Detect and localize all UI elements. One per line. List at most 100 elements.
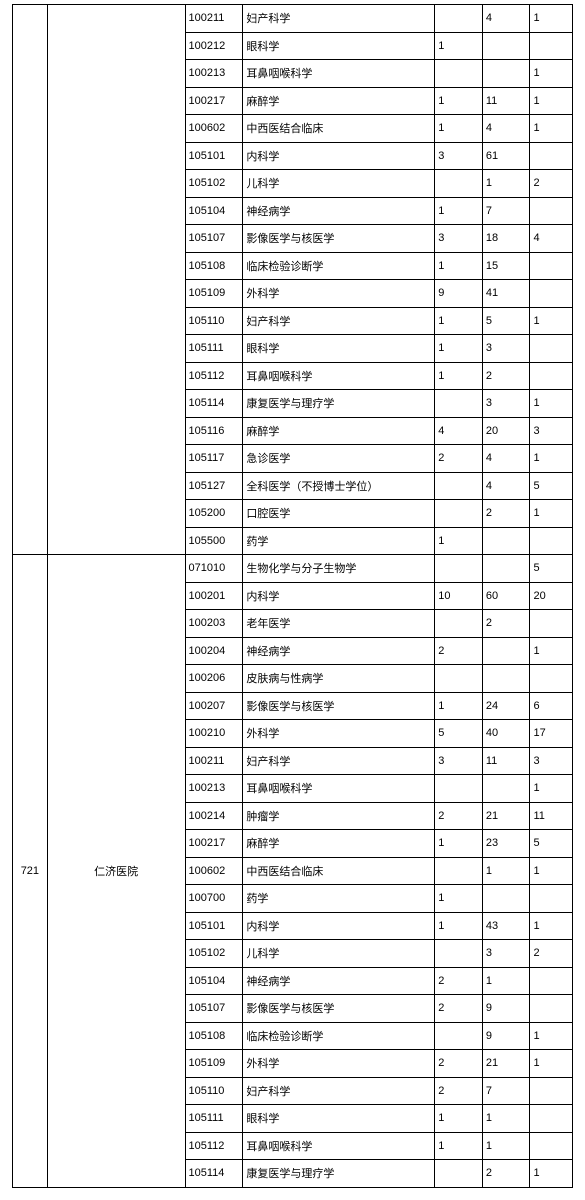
val-c-cell: 1 <box>530 445 573 473</box>
val-a-cell: 1 <box>435 32 483 60</box>
val-b-cell: 9 <box>482 1022 530 1050</box>
val-c-cell <box>530 1077 573 1105</box>
code-cell: 100212 <box>185 32 243 60</box>
hospital-cell <box>47 5 185 555</box>
val-b-cell <box>482 665 530 693</box>
val-a-cell <box>435 170 483 198</box>
val-c-cell <box>530 967 573 995</box>
val-a-cell: 5 <box>435 720 483 748</box>
val-c-cell <box>530 280 573 308</box>
code-cell: 105500 <box>185 527 243 555</box>
val-c-cell: 1 <box>530 857 573 885</box>
name-cell: 康复医学与理疗学 <box>243 1160 435 1188</box>
val-c-cell: 1 <box>530 1050 573 1078</box>
code-cell: 105101 <box>185 912 243 940</box>
val-c-cell: 1 <box>530 5 573 33</box>
val-a-cell: 2 <box>435 1050 483 1078</box>
code-cell: 100213 <box>185 60 243 88</box>
code-cell: 100203 <box>185 610 243 638</box>
name-cell: 儿科学 <box>243 170 435 198</box>
name-cell: 麻醉学 <box>243 417 435 445</box>
name-cell: 影像医学与核医学 <box>243 225 435 253</box>
val-c-cell: 6 <box>530 692 573 720</box>
code-cell: 100217 <box>185 87 243 115</box>
val-a-cell: 1 <box>435 830 483 858</box>
code-cell: 100217 <box>185 830 243 858</box>
val-b-cell: 11 <box>482 87 530 115</box>
val-b-cell <box>482 637 530 665</box>
val-b-cell: 7 <box>482 1077 530 1105</box>
code-cell: 100206 <box>185 665 243 693</box>
name-cell: 神经病学 <box>243 197 435 225</box>
code-cell: 100602 <box>185 857 243 885</box>
val-a-cell: 1 <box>435 115 483 143</box>
val-b-cell: 61 <box>482 142 530 170</box>
val-a-cell <box>435 775 483 803</box>
val-b-cell: 2 <box>482 500 530 528</box>
val-b-cell <box>482 885 530 913</box>
table-row: 100211妇产科学41 <box>13 5 573 33</box>
val-b-cell: 3 <box>482 335 530 363</box>
val-b-cell: 9 <box>482 995 530 1023</box>
val-c-cell: 3 <box>530 747 573 775</box>
val-a-cell: 1 <box>435 335 483 363</box>
name-cell: 肿瘤学 <box>243 802 435 830</box>
val-a-cell <box>435 500 483 528</box>
code-cell: 100207 <box>185 692 243 720</box>
val-b-cell: 2 <box>482 610 530 638</box>
code-cell: 100210 <box>185 720 243 748</box>
name-cell: 内科学 <box>243 582 435 610</box>
name-cell: 全科医学（不授博士学位） <box>243 472 435 500</box>
val-a-cell: 1 <box>435 87 483 115</box>
val-b-cell: 4 <box>482 472 530 500</box>
val-c-cell <box>530 610 573 638</box>
code-cell: 100602 <box>185 115 243 143</box>
name-cell: 急诊医学 <box>243 445 435 473</box>
val-a-cell <box>435 472 483 500</box>
name-cell: 内科学 <box>243 912 435 940</box>
val-a-cell: 2 <box>435 967 483 995</box>
val-b-cell: 15 <box>482 252 530 280</box>
name-cell: 妇产科学 <box>243 307 435 335</box>
val-a-cell <box>435 857 483 885</box>
code-cell: 105111 <box>185 1105 243 1133</box>
val-c-cell: 5 <box>530 472 573 500</box>
name-cell: 康复医学与理疗学 <box>243 390 435 418</box>
name-cell: 影像医学与核医学 <box>243 995 435 1023</box>
code-cell: 105104 <box>185 197 243 225</box>
val-a-cell: 9 <box>435 280 483 308</box>
code-cell: 105108 <box>185 252 243 280</box>
code-cell: 105104 <box>185 967 243 995</box>
val-b-cell: 4 <box>482 5 530 33</box>
code-cell: 105200 <box>185 500 243 528</box>
val-a-cell: 1 <box>435 912 483 940</box>
val-a-cell: 1 <box>435 885 483 913</box>
val-a-cell: 2 <box>435 1077 483 1105</box>
val-c-cell: 11 <box>530 802 573 830</box>
val-c-cell: 1 <box>530 60 573 88</box>
val-c-cell: 3 <box>530 417 573 445</box>
code-cell: 105101 <box>185 142 243 170</box>
val-a-cell <box>435 610 483 638</box>
val-c-cell <box>530 197 573 225</box>
val-b-cell: 60 <box>482 582 530 610</box>
name-cell: 妇产科学 <box>243 1077 435 1105</box>
hospital-cell: 仁济医院 <box>47 555 185 1188</box>
val-c-cell <box>530 665 573 693</box>
val-b-cell: 4 <box>482 445 530 473</box>
val-c-cell: 5 <box>530 830 573 858</box>
name-cell: 眼科学 <box>243 335 435 363</box>
val-b-cell: 1 <box>482 1105 530 1133</box>
val-a-cell: 3 <box>435 747 483 775</box>
code-cell: 105116 <box>185 417 243 445</box>
name-cell: 妇产科学 <box>243 5 435 33</box>
val-b-cell: 41 <box>482 280 530 308</box>
val-b-cell <box>482 555 530 583</box>
val-c-cell: 1 <box>530 390 573 418</box>
code-cell: 105117 <box>185 445 243 473</box>
name-cell: 内科学 <box>243 142 435 170</box>
val-b-cell: 1 <box>482 170 530 198</box>
name-cell: 耳鼻咽喉科学 <box>243 60 435 88</box>
data-table: 100211妇产科学41100212眼科学1100213耳鼻咽喉科学110021… <box>12 4 573 1188</box>
name-cell: 皮肤病与性病学 <box>243 665 435 693</box>
